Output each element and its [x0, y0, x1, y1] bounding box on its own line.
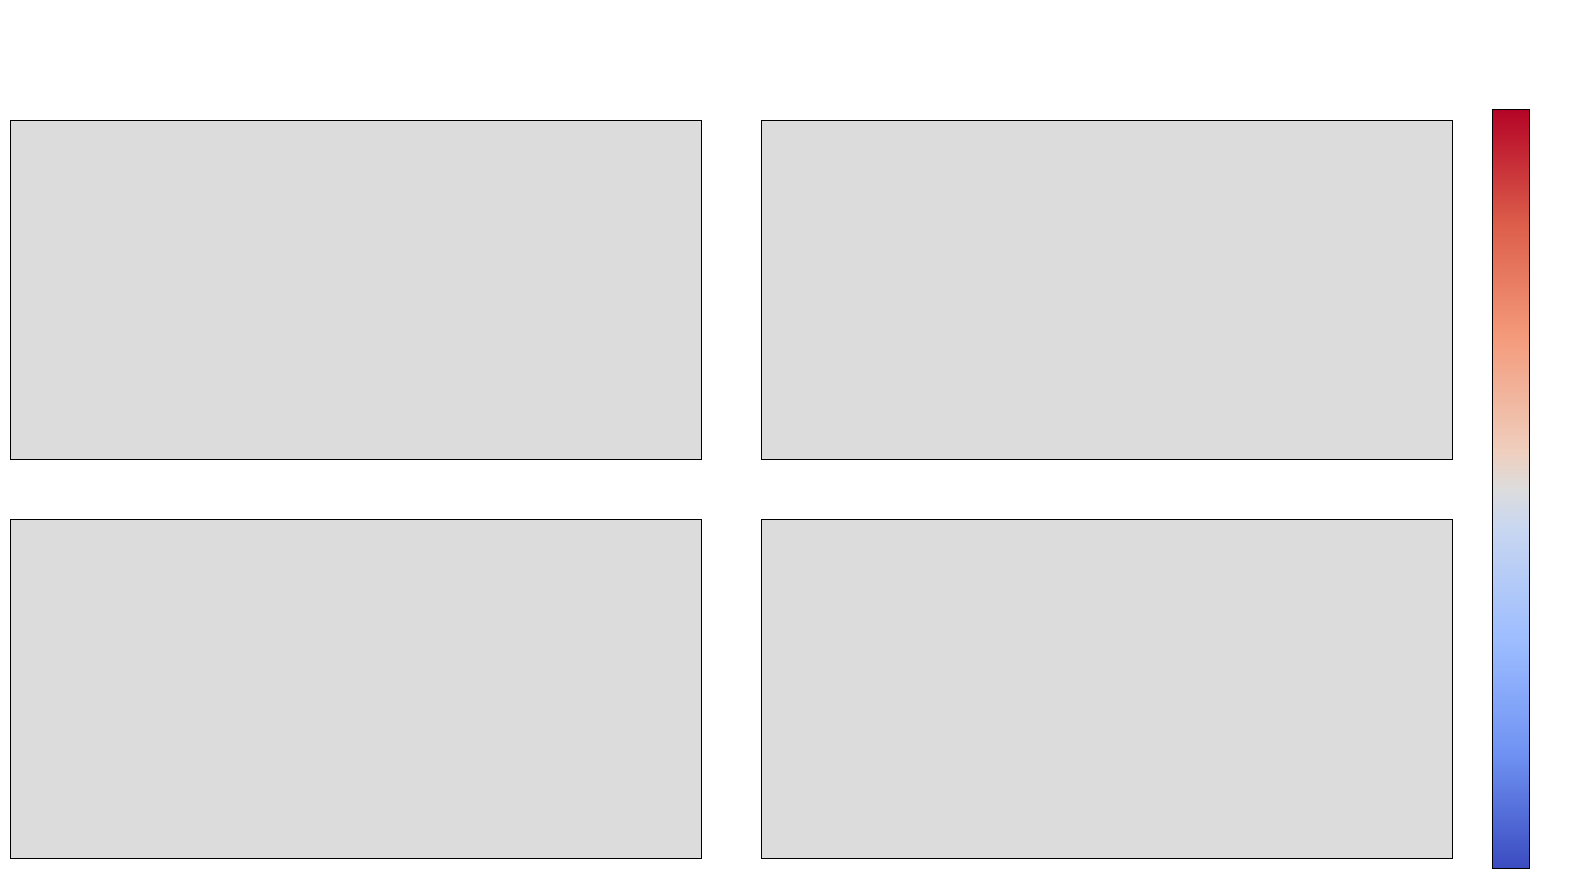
colorbar [1492, 109, 1530, 869]
colorbar-gradient [1493, 110, 1529, 868]
map-panel-sigma-36 [761, 519, 1453, 859]
map-panel-sigma-0 [10, 120, 702, 460]
map-panel-sigma-24 [10, 519, 702, 859]
map-panel-sigma-12 [761, 120, 1453, 460]
